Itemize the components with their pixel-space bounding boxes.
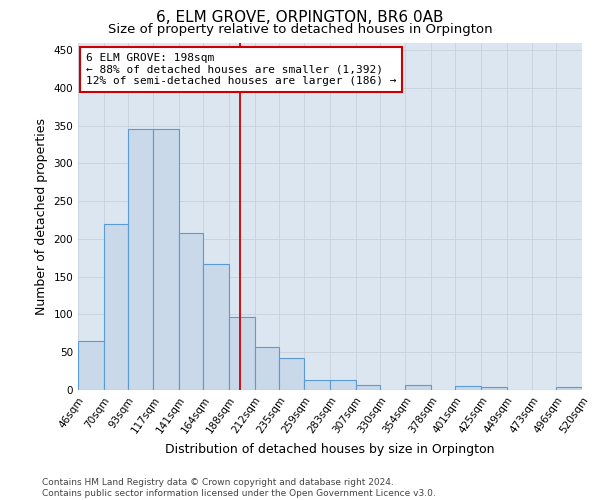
X-axis label: Distribution of detached houses by size in Orpington: Distribution of detached houses by size … (165, 444, 495, 456)
Bar (279, 358, 304, 390)
Bar (128, 130, 154, 390)
Text: 6, ELM GROVE, ORPINGTON, BR6 0AB: 6, ELM GROVE, ORPINGTON, BR6 0AB (156, 10, 444, 25)
Bar (455, 386, 481, 390)
Y-axis label: Number of detached properties: Number of detached properties (35, 118, 48, 315)
Bar (104, 224, 128, 390)
Bar (203, 264, 229, 390)
Bar (229, 316, 254, 390)
Text: Contains HM Land Registry data © Crown copyright and database right 2024.
Contai: Contains HM Land Registry data © Crown c… (42, 478, 436, 498)
Bar (78, 341, 104, 390)
Bar (154, 130, 179, 390)
Text: Size of property relative to detached houses in Orpington: Size of property relative to detached ho… (107, 22, 493, 36)
Bar (304, 380, 330, 390)
Bar (179, 233, 203, 390)
Bar (406, 384, 431, 390)
Bar (254, 347, 279, 390)
Bar (481, 387, 506, 390)
Bar (556, 387, 582, 390)
Bar (330, 380, 356, 390)
Bar (356, 384, 380, 390)
Text: 6 ELM GROVE: 198sqm
← 88% of detached houses are smaller (1,392)
12% of semi-det: 6 ELM GROVE: 198sqm ← 88% of detached ho… (86, 53, 396, 86)
